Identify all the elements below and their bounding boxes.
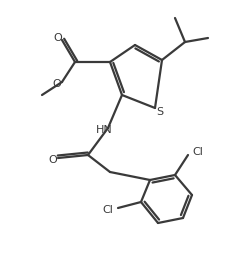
Text: O: O	[49, 155, 57, 165]
Text: S: S	[157, 107, 164, 117]
Text: O: O	[53, 79, 61, 89]
Text: O: O	[54, 33, 62, 43]
Text: HN: HN	[96, 125, 112, 135]
Text: Cl: Cl	[102, 205, 113, 215]
Text: Cl: Cl	[192, 147, 203, 157]
